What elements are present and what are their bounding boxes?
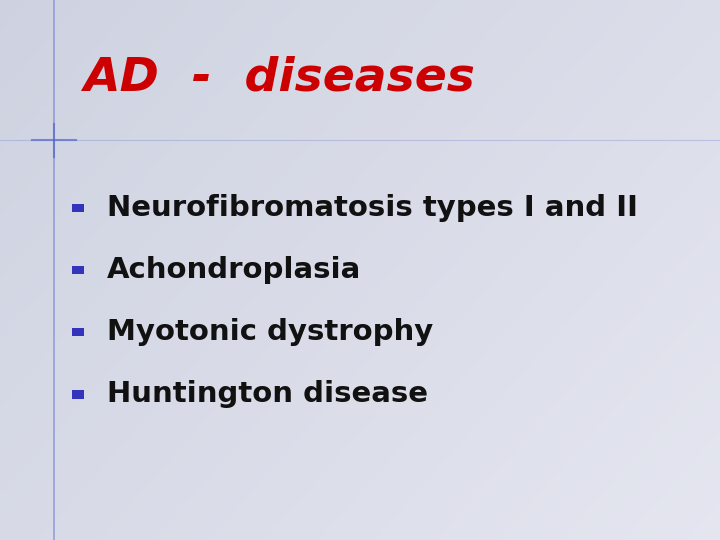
Bar — [72, 328, 84, 336]
Text: Myotonic dystrophy: Myotonic dystrophy — [107, 318, 433, 346]
Text: Huntington disease: Huntington disease — [107, 380, 428, 408]
Text: Achondroplasia: Achondroplasia — [107, 256, 361, 284]
Bar — [72, 204, 84, 212]
Bar — [72, 266, 84, 274]
Bar — [72, 390, 84, 399]
Text: AD  -  diseases: AD - diseases — [83, 56, 474, 101]
Text: Neurofibromatosis types I and II: Neurofibromatosis types I and II — [107, 194, 638, 222]
